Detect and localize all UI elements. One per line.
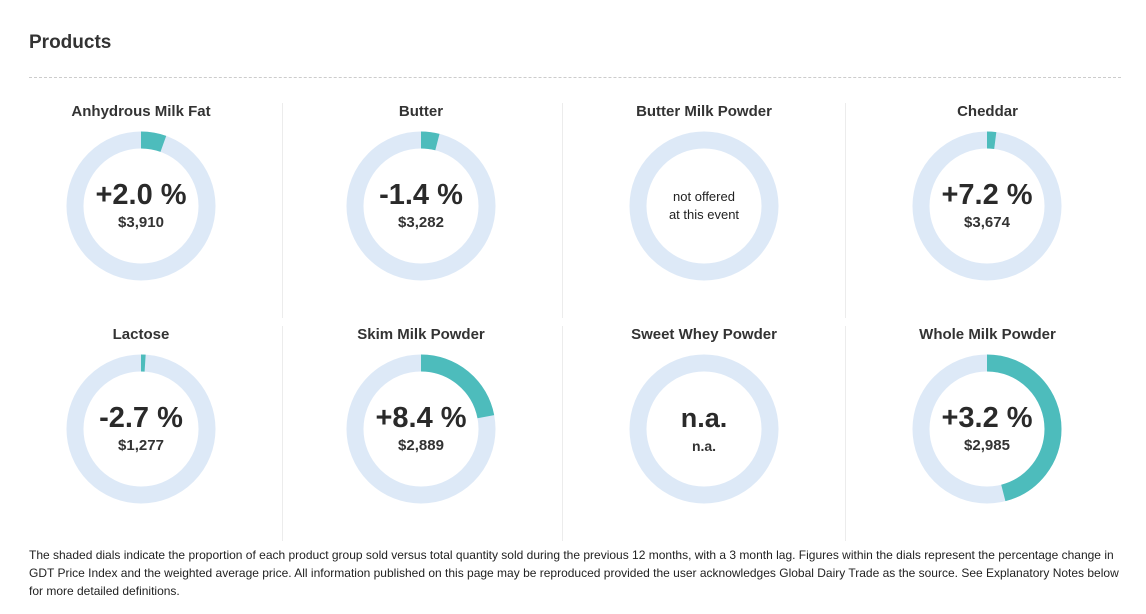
dial-track (629, 131, 779, 281)
average-price: $2,985 (964, 437, 1010, 454)
product-name: Skim Milk Powder (357, 326, 485, 343)
section-title: Products (29, 32, 112, 53)
dial-ring (629, 131, 779, 281)
dial-track (629, 354, 779, 504)
average-price: $3,910 (118, 214, 164, 231)
footnote-text: The shaded dials indicate the proportion… (29, 548, 1119, 598)
price-change: n.a. (680, 403, 728, 433)
dial-share-arc (346, 131, 496, 281)
dial-ring (66, 131, 216, 281)
product-card-sweet-whey-powder: Sweet Whey Powder n.a. n.a. (563, 326, 846, 541)
product-card-cheddar: Cheddar +7.2 % $3,674 (846, 103, 1129, 318)
not-offered-subtext: at this event (668, 207, 740, 222)
average-price: n.a. (691, 438, 717, 454)
average-price: $3,282 (398, 214, 444, 231)
average-price: $1,277 (118, 437, 164, 454)
section-divider (29, 77, 1121, 78)
product-dial: +3.2 % $2,985 (912, 354, 1062, 504)
price-change: +7.2 % (941, 179, 1033, 211)
product-name: Sweet Whey Powder (631, 326, 777, 343)
dial-ring (912, 354, 1062, 504)
dial-share-arc (912, 354, 1062, 504)
product-name: Anhydrous Milk Fat (71, 103, 211, 120)
product-card-skim-milk-powder: Skim Milk Powder +8.4 % $2,889 (280, 326, 563, 541)
dial-share-arc (912, 131, 1062, 281)
product-dial: +7.2 % $3,674 (912, 131, 1062, 281)
product-card-whole-milk-powder: Whole Milk Powder +3.2 % $2,985 (846, 326, 1129, 541)
dial-share-arc (346, 354, 496, 504)
price-change: +2.0 % (95, 179, 187, 211)
price-change: -1.4 % (379, 179, 463, 211)
price-change: -2.7 % (99, 402, 183, 434)
price-change: +8.4 % (375, 402, 467, 434)
dial-share-arc (66, 354, 216, 504)
product-dial: n.a. n.a. (629, 354, 779, 504)
dial-ring (629, 354, 779, 504)
not-offered-text: not offered (673, 189, 735, 204)
product-dial: -1.4 % $3,282 (346, 131, 496, 281)
price-change: +3.2 % (941, 402, 1033, 434)
product-card-lactose: Lactose -2.7 % $1,277 (0, 326, 283, 541)
product-name: Lactose (112, 326, 170, 343)
product-dial: +8.4 % $2,889 (346, 354, 496, 504)
product-dial: not offered at this event (629, 131, 779, 281)
dial-ring (912, 131, 1062, 281)
dial-ring (66, 354, 216, 504)
dial-share-arc (66, 131, 216, 281)
product-card-anhydrous-milk-fat: Anhydrous Milk Fat +2.0 % $3,910 (0, 103, 283, 318)
average-price: $2,889 (398, 437, 444, 454)
product-name: Cheddar (957, 103, 1018, 120)
dial-ring (346, 354, 496, 504)
product-card-butter-milk-powder: Butter Milk Powder not offered at this e… (563, 103, 846, 318)
product-dial: -2.7 % $1,277 (66, 354, 216, 504)
product-name: Whole Milk Powder (919, 326, 1056, 343)
product-name: Butter Milk Powder (636, 103, 772, 120)
product-grid: Anhydrous Milk Fat +2.0 % $3,910 Butter … (0, 103, 1129, 541)
dial-ring (346, 131, 496, 281)
product-dial: +2.0 % $3,910 (66, 131, 216, 281)
product-card-butter: Butter -1.4 % $3,282 (280, 103, 563, 318)
average-price: $3,674 (964, 214, 1010, 231)
product-name: Butter (398, 103, 444, 120)
